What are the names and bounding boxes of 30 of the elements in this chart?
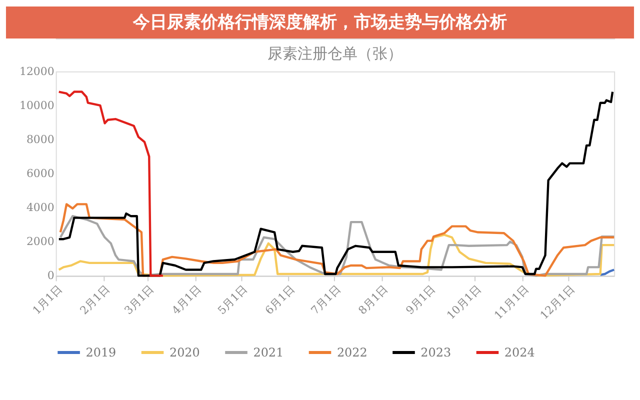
y-tick-label: 12000 [19,64,54,78]
x-tick-label: 7月1日 [308,282,344,318]
legend-label: 2020 [169,345,200,360]
x-tick-label: 11月1日 [492,282,532,322]
line-series [59,215,616,277]
x-tick-label: 1月1日 [30,282,65,318]
x-tick-label: 12月1日 [538,282,578,322]
text: 今日尿素价格行情深度解析，市场走势与价格分析 [132,11,507,32]
legend-label: 2019 [86,345,116,360]
y-tick-label: 6000 [26,167,54,180]
y-tick-label: 4000 [26,201,54,214]
y-tick-label: 0 [47,269,54,282]
y-tick-label: 8000 [26,132,54,146]
chart-title: 尿素注册仓单（张） [267,44,402,62]
x-tick-label: 6月1日 [262,282,298,318]
x-tick-label: 4月1日 [169,282,204,318]
x-tick-label: 10月1日 [444,282,484,322]
x-tick-label: 8月1日 [356,282,391,318]
y-tick-label: 10000 [19,98,54,112]
legend-label: 2024 [504,345,535,360]
y-tick-label: 2000 [26,235,54,248]
x-tick-label: 5月1日 [215,282,250,318]
legend-label: 2022 [336,345,368,360]
line-series [59,203,616,277]
line-series [58,90,164,277]
x-tick-label: 2月1日 [78,282,112,318]
x-tick-label: 3月1日 [122,282,157,318]
legend-label: 2021 [253,345,284,360]
x-tick-label: 9月1日 [403,282,438,318]
legend-label: 2023 [420,345,452,360]
